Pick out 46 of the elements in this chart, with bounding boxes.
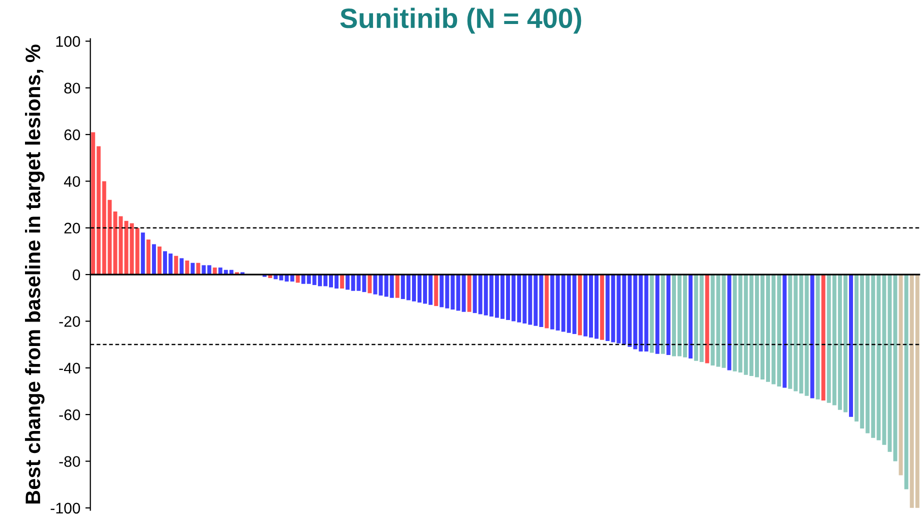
bar [340,274,344,289]
bar [666,274,670,356]
bar [705,274,710,364]
bar [655,274,660,354]
bar [727,274,732,370]
bar [196,262,200,275]
y-tick-label: 0 [72,269,80,280]
bar [782,274,787,388]
bar [898,274,903,476]
bar [368,274,372,294]
chart-title: Sunitinib (N = 400) [340,8,582,34]
y-tick-label: -20 [59,316,80,327]
bar [434,274,438,306]
bar [849,274,853,417]
bar [185,260,190,275]
bar [190,262,195,275]
y-tick-label: -80 [59,456,80,467]
bar [821,274,826,401]
bar [660,274,665,354]
bar [816,274,820,400]
bar [904,274,908,490]
bar [158,246,162,275]
y-tick-label: 60 [64,129,80,140]
y-tick-label: 20 [64,222,80,234]
bar [462,274,466,312]
bar [578,274,582,336]
bar [810,274,814,398]
y-tick-label: 100 [56,36,80,47]
bar [688,274,693,359]
bar [174,256,178,275]
bar [395,274,400,298]
y-axis-title: Best change from baseline in target lesions, % [24,44,45,504]
y-tick-label: -40 [59,362,80,374]
bar [152,244,156,275]
bar [722,274,726,368]
bar [650,274,654,353]
bar [146,240,150,275]
bar [893,274,898,462]
y-tick-label: -100 [50,502,80,514]
bar [140,232,145,275]
bar [600,274,604,340]
y-tick-label: 80 [64,82,80,94]
y-tick-label: -60 [59,409,80,420]
y-tick-label: 40 [64,176,80,187]
bar [180,258,184,275]
bar [467,274,472,312]
